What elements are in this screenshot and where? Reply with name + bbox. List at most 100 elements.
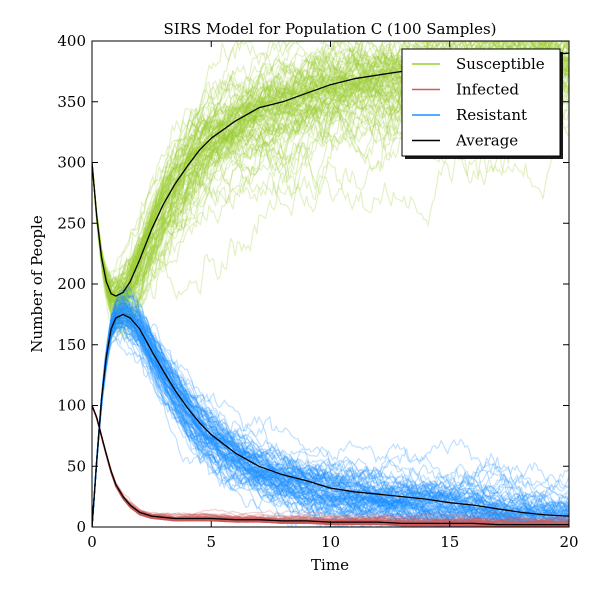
sample-line-resistant bbox=[92, 334, 569, 527]
sample-line-resistant bbox=[92, 321, 569, 527]
sample-line-resistant bbox=[92, 322, 569, 527]
sample-line-resistant bbox=[92, 303, 569, 527]
y-tick-label: 150 bbox=[57, 336, 86, 354]
sample-line-resistant bbox=[92, 318, 569, 527]
sample-line-resistant bbox=[92, 306, 569, 527]
chart-title: SIRS Model for Population C (100 Samples… bbox=[163, 20, 496, 38]
sample-line-resistant bbox=[92, 292, 569, 527]
sample-line-resistant bbox=[92, 284, 569, 527]
sample-line-resistant bbox=[92, 325, 569, 527]
sample-line-susceptible bbox=[92, 41, 569, 295]
sample-line-susceptible bbox=[92, 41, 569, 312]
sample-line-susceptible bbox=[92, 41, 569, 326]
sample-line-resistant bbox=[92, 301, 569, 527]
y-tick-label: 250 bbox=[57, 214, 86, 232]
sample-line-susceptible bbox=[92, 41, 569, 288]
sample-line-resistant bbox=[92, 284, 569, 527]
x-tick-label: 10 bbox=[321, 533, 340, 551]
x-tick-label: 15 bbox=[440, 533, 459, 551]
sample-line-resistant bbox=[92, 309, 569, 527]
sample-line-resistant bbox=[92, 313, 569, 527]
x-axis: 0 5 10 15 20 bbox=[87, 41, 579, 551]
sample-line-resistant bbox=[92, 306, 569, 527]
y-axis-label: Number of People bbox=[28, 215, 46, 353]
legend-label-infected: Infected bbox=[456, 81, 519, 99]
average-line-infected bbox=[92, 405, 569, 526]
sample-line-resistant bbox=[92, 310, 569, 527]
sample-line-susceptible bbox=[92, 41, 569, 301]
sample-line-resistant bbox=[92, 311, 569, 527]
sample-line-resistant bbox=[92, 317, 569, 527]
sample-line-resistant bbox=[92, 312, 569, 527]
sample-line-resistant bbox=[92, 315, 569, 527]
y-tick-label: 100 bbox=[57, 397, 86, 415]
average-line-resistant bbox=[92, 313, 569, 527]
sample-line-resistant bbox=[92, 308, 569, 527]
y-tick-label: 400 bbox=[57, 32, 86, 50]
sample-line-resistant bbox=[92, 303, 569, 527]
sample-line-susceptible bbox=[92, 41, 569, 307]
sample-line-resistant bbox=[92, 307, 569, 527]
sample-line-infected bbox=[92, 405, 569, 527]
sample-line-resistant bbox=[92, 312, 569, 527]
sample-line-susceptible bbox=[92, 41, 569, 309]
sample-line-resistant bbox=[92, 306, 569, 527]
sample-line-resistant bbox=[92, 325, 569, 527]
sample-line-resistant bbox=[92, 307, 569, 527]
sample-line-susceptible bbox=[92, 41, 569, 325]
sample-line-resistant bbox=[92, 299, 569, 527]
sample-line-resistant bbox=[92, 294, 569, 527]
sample-line-resistant bbox=[92, 321, 569, 527]
sample-line-resistant bbox=[92, 320, 569, 527]
sample-line-resistant bbox=[92, 301, 569, 527]
sample-line-resistant bbox=[92, 312, 569, 527]
sample-line-resistant bbox=[92, 320, 569, 527]
sample-line-resistant bbox=[92, 295, 569, 527]
sample-line-susceptible bbox=[92, 41, 569, 328]
sample-line-resistant bbox=[92, 306, 569, 527]
y-axis: 0 50 100 150 200 250 300 350 400 bbox=[57, 32, 569, 536]
sample-line-resistant bbox=[92, 332, 569, 527]
sample-line-susceptible bbox=[92, 41, 569, 298]
sample-line-resistant bbox=[92, 320, 569, 527]
sample-line-susceptible bbox=[92, 41, 569, 302]
y-tick-label: 300 bbox=[57, 154, 86, 172]
x-tick-label: 20 bbox=[559, 533, 578, 551]
sample-line-resistant bbox=[92, 309, 569, 527]
sample-line-susceptible bbox=[92, 41, 569, 309]
sample-line-resistant bbox=[92, 303, 569, 527]
sample-line-resistant bbox=[92, 306, 569, 527]
y-tick-label: 50 bbox=[67, 457, 86, 475]
sample-line-resistant bbox=[92, 291, 569, 527]
legend: Susceptible Infected Resistant Average bbox=[401, 48, 563, 159]
sample-line-resistant bbox=[92, 317, 569, 527]
sample-line-resistant bbox=[92, 318, 569, 527]
sample-line-resistant bbox=[92, 313, 569, 527]
sample-line-susceptible bbox=[92, 41, 569, 342]
sample-line-resistant bbox=[92, 321, 569, 527]
sample-line-resistant bbox=[92, 311, 569, 527]
y-tick-label: 200 bbox=[57, 275, 86, 293]
sample-line-susceptible bbox=[92, 41, 569, 292]
sample-line-infected bbox=[92, 405, 569, 527]
sample-line-infected bbox=[92, 405, 569, 527]
sample-line-susceptible bbox=[92, 74, 569, 310]
sample-line-resistant bbox=[92, 301, 569, 527]
sample-line-resistant bbox=[92, 297, 569, 527]
sample-line-resistant bbox=[92, 328, 569, 527]
sample-line-resistant bbox=[92, 305, 569, 527]
sample-line-susceptible bbox=[92, 41, 569, 294]
legend-label-average: Average bbox=[455, 132, 518, 150]
sample-line-resistant bbox=[92, 309, 569, 527]
sample-line-resistant bbox=[92, 325, 569, 527]
sample-line-resistant bbox=[92, 319, 569, 527]
sample-line-resistant bbox=[92, 307, 569, 527]
sample-line-resistant bbox=[92, 312, 569, 527]
sample-line-resistant bbox=[92, 294, 569, 527]
sample-line-infected bbox=[92, 405, 569, 527]
sample-line-resistant bbox=[92, 314, 569, 527]
sample-line-resistant bbox=[92, 317, 569, 527]
sample-line-resistant bbox=[92, 309, 569, 527]
sample-line-resistant bbox=[92, 304, 569, 527]
sample-line-resistant bbox=[92, 293, 569, 527]
